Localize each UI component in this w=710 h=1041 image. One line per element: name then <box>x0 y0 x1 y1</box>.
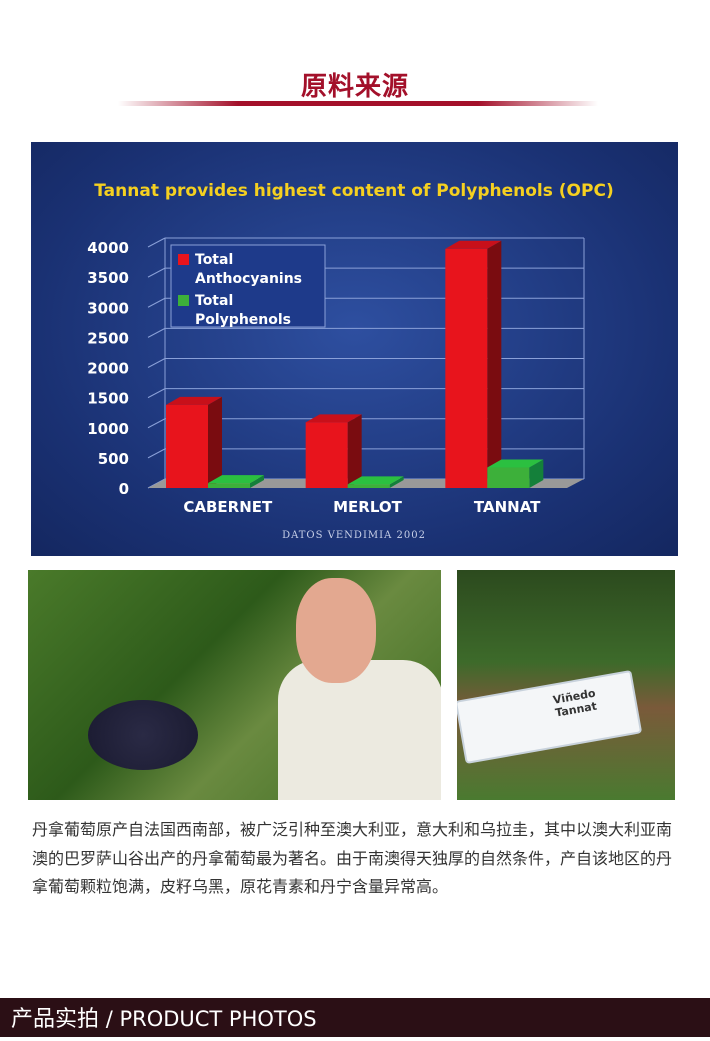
bar-top <box>305 414 362 423</box>
bar-side <box>347 414 362 488</box>
gridline-side <box>147 358 166 368</box>
footer-en: / PRODUCT PHOTOS <box>99 1007 317 1031</box>
legend-label: Total <box>195 293 233 309</box>
grapes <box>88 700 198 770</box>
gridline-side <box>147 297 166 308</box>
gridline-side <box>147 388 166 399</box>
chart: Tannat provides highest content of Polyp… <box>31 142 678 556</box>
x-tick-label: MERLOT <box>333 498 402 516</box>
person-face <box>296 578 376 683</box>
y-tick-label: 2500 <box>87 329 129 347</box>
y-tick-label: 1500 <box>87 390 129 408</box>
bar-total-anthocyanins <box>305 422 348 488</box>
bar-total-anthocyanins <box>166 404 208 488</box>
bar-side <box>389 476 404 488</box>
bar-top <box>208 475 264 484</box>
bar-top <box>487 459 544 468</box>
vineyard-sign: Viñedo Tannat <box>457 669 643 765</box>
footer-bar: 产品实拍 / PRODUCT PHOTOS <box>0 998 710 1037</box>
legend-box <box>170 244 326 328</box>
bar-total-polyphenols <box>487 467 530 488</box>
legend-label: Polyphenols <box>195 312 291 328</box>
winemaker-photo <box>28 570 441 800</box>
legend-label: Total <box>195 252 233 268</box>
bar-top <box>445 240 502 249</box>
y-tick-label: 2000 <box>87 360 129 378</box>
bar-total-anthocyanins <box>445 248 488 488</box>
gridline-side <box>147 237 166 248</box>
section-title: 原料来源 <box>300 72 409 102</box>
y-tick-label: 500 <box>98 450 129 468</box>
gridline-side <box>147 267 166 278</box>
bar-top <box>166 396 222 405</box>
gridline-side <box>147 418 166 429</box>
bar-side <box>208 396 222 488</box>
bar-side <box>250 475 264 488</box>
bar-total-polyphenols <box>347 484 390 488</box>
x-tick-label: TANNAT <box>474 498 541 516</box>
legend-swatch <box>178 254 189 265</box>
chart-svg: Tannat provides highest content of Polyp… <box>87 181 613 541</box>
y-tick-label: 3000 <box>87 299 129 317</box>
gridline-side <box>147 448 166 459</box>
bar-side <box>529 459 544 488</box>
legend-swatch <box>178 295 189 306</box>
chart-title: Tannat provides highest content of Polyp… <box>94 181 613 201</box>
y-tick-label: 1000 <box>87 420 129 438</box>
source-note: DATOS VENDIMIA 2002 <box>282 530 426 541</box>
bar-side <box>487 240 502 488</box>
person-shirt <box>278 660 441 800</box>
y-tick-label: 3500 <box>87 269 129 287</box>
y-tick-label: 0 <box>119 480 129 498</box>
y-tick-label: 4000 <box>87 239 129 257</box>
legend-label: Anthocyanins <box>195 271 302 287</box>
bar-top <box>347 476 404 485</box>
description: 丹拿葡萄原产自法国西南部，被广泛引种至澳大利亚，意大利和乌拉圭，其中以澳大利亚南… <box>32 820 673 896</box>
footer-cn: 产品实拍 <box>11 1007 100 1032</box>
vineyard-sign-photo: Viñedo Tannat <box>457 570 675 800</box>
bar-total-polyphenols <box>208 483 250 488</box>
title-divider <box>118 101 598 106</box>
x-tick-label: CABERNET <box>183 498 273 516</box>
gridline-side <box>147 327 166 338</box>
